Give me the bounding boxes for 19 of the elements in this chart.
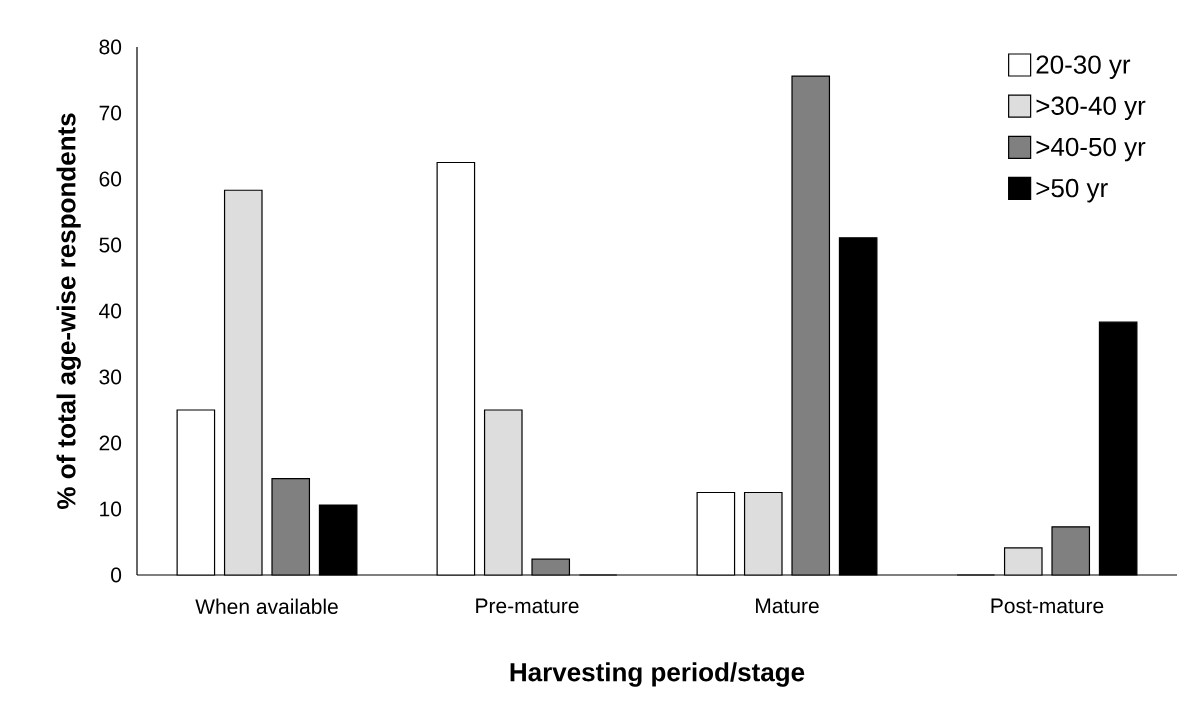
x-axis-title: Harvesting period/stage: [510, 662, 805, 687]
y-tick-label: 20: [99, 435, 122, 451]
legend-label: 20-30 yr: [1036, 55, 1131, 79]
y-tick-label: 80: [99, 39, 122, 55]
legend-label: >30-40 yr: [1036, 96, 1146, 121]
y-tick-label: 30: [99, 369, 122, 385]
x-tick-label: Post-mature: [991, 598, 1104, 614]
x-tick-label: Mature: [756, 598, 819, 614]
y-tick-label: 40: [99, 303, 122, 319]
y-tick-label: 0: [111, 567, 122, 583]
x-tick-label: Pre-mature: [476, 598, 579, 614]
legend-label: >50 yr: [1036, 178, 1108, 203]
x-tick-label: When available: [195, 598, 338, 615]
legend-label: >40-50 yr: [1036, 137, 1146, 162]
y-axis-title: % of total age-wise respondents: [56, 113, 81, 509]
y-tick-label: 10: [100, 501, 122, 517]
y-tick-label: 70: [99, 105, 122, 121]
y-tick-label: 50: [99, 237, 122, 253]
y-tick-label: 60: [99, 171, 122, 187]
